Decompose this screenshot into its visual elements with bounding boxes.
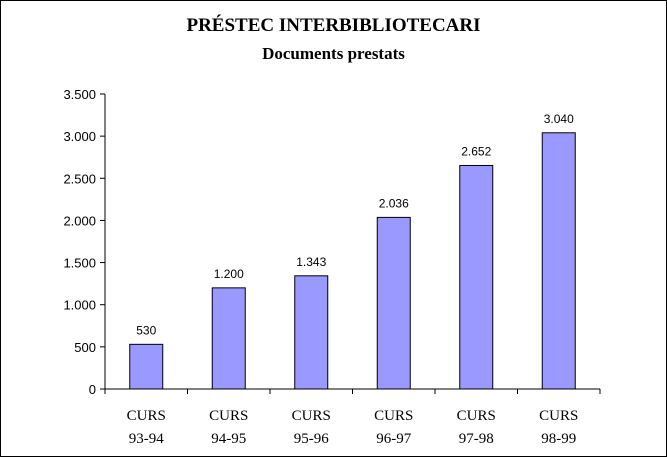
- x-tick-label: 97-98: [459, 431, 494, 447]
- y-tick-label: 500: [74, 340, 96, 355]
- bar: [376, 216, 411, 390]
- x-tick-label: 96-97: [376, 431, 411, 447]
- y-tick-label: 2.500: [63, 171, 96, 186]
- x-tick-label: CURS: [127, 408, 166, 424]
- x-tick-label: 98-99: [541, 431, 576, 447]
- bar: [211, 287, 246, 390]
- data-label: 3.040: [544, 112, 574, 126]
- data-label: 1.200: [214, 267, 244, 281]
- x-tick-label: CURS: [374, 408, 413, 424]
- y-tick-label: 1.500: [63, 256, 96, 271]
- y-tick-label: 0: [89, 382, 96, 397]
- y-tick-label: 2.000: [63, 213, 96, 228]
- y-tick-label: 3.500: [63, 87, 96, 102]
- bar: [459, 164, 494, 390]
- chart-title: PRÉSTEC INTERBIBLIOTECARI: [186, 15, 481, 36]
- bar: [541, 132, 576, 390]
- data-label: 1.343: [296, 255, 326, 269]
- y-tick-label: 1.000: [63, 298, 96, 313]
- y-tick-label: 3.000: [63, 129, 96, 144]
- data-label: 2.036: [379, 196, 409, 210]
- bar: [129, 343, 164, 390]
- x-tick-label: CURS: [209, 408, 248, 424]
- x-tick-label: CURS: [457, 408, 496, 424]
- data-label: 2.652: [461, 144, 491, 158]
- x-tick-label: 95-96: [294, 431, 329, 447]
- x-tick-label: CURS: [292, 408, 331, 424]
- data-label: 530: [136, 323, 156, 337]
- chart-subtitle: Documents prestats: [262, 44, 405, 63]
- x-tick-label: 94-95: [211, 431, 246, 447]
- x-tick-label: CURS: [539, 408, 578, 424]
- x-tick-label: 93-94: [129, 431, 164, 447]
- bar: [294, 275, 329, 390]
